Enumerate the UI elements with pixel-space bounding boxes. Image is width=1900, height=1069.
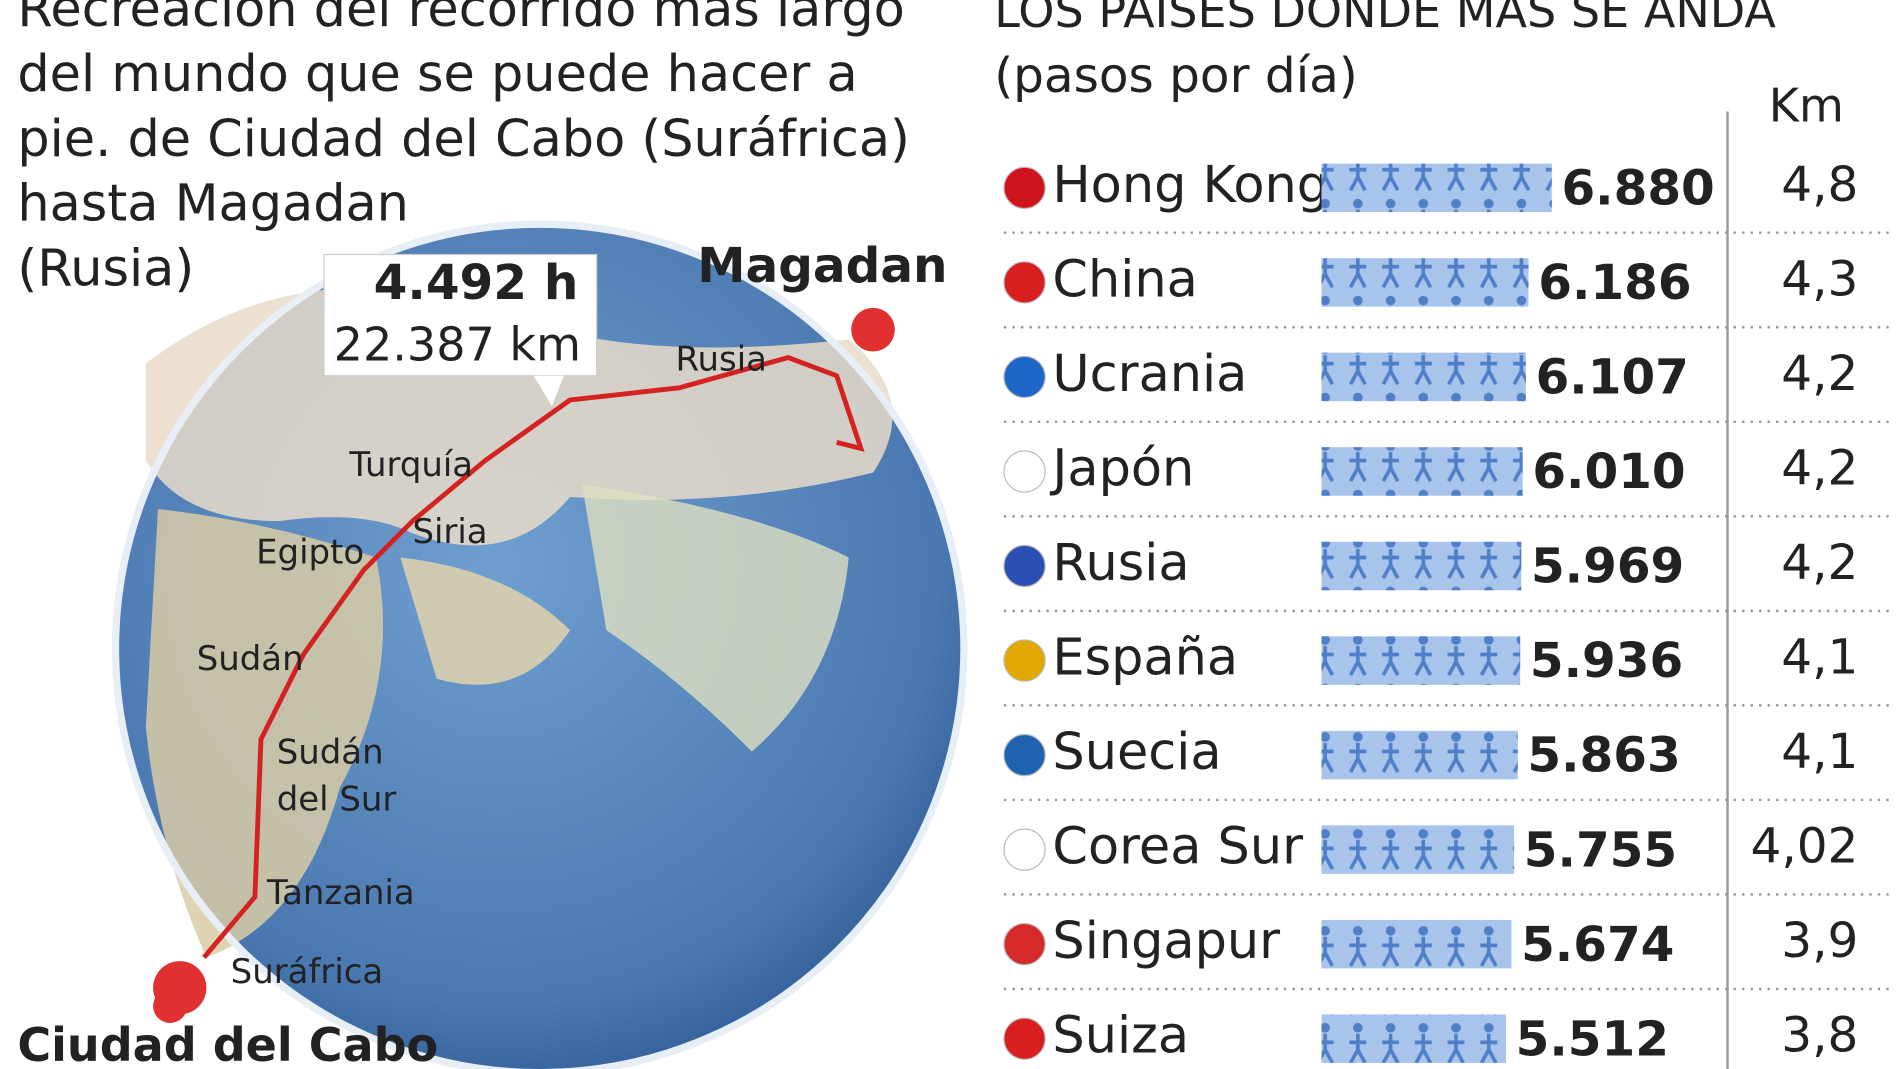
- title-line: hasta Magadan: [17, 175, 409, 234]
- km-value: 4,1: [1781, 724, 1858, 780]
- title-line: pie. de Ciudad del Cabo (Suráfrica): [17, 110, 910, 169]
- map-label: Sudán: [197, 640, 304, 679]
- bar-pictogram: [1321, 447, 1523, 496]
- title-line: (Rusia): [17, 239, 194, 298]
- map-label: Suráfrica: [231, 953, 384, 992]
- km-header: Km: [1769, 79, 1844, 133]
- value-label: 5.863: [1527, 728, 1680, 784]
- flag: [1003, 261, 1046, 304]
- bar-pictogram: [1321, 636, 1521, 685]
- flag: [1003, 733, 1046, 777]
- flag: [1003, 355, 1046, 399]
- km-value: 3,9: [1781, 913, 1858, 969]
- bar-pictogram: [1321, 541, 1522, 591]
- title-line: del mundo que se puede hacer a: [17, 45, 857, 104]
- route: [202, 354, 865, 960]
- km-value: 4,2: [1781, 346, 1858, 402]
- flag: [1003, 922, 1046, 966]
- value-label: 5.674: [1521, 917, 1674, 973]
- flag: [1003, 166, 1046, 210]
- bar-pictogram: [1321, 163, 1552, 213]
- value-label: 6.880: [1561, 160, 1714, 216]
- country-label: Suiza: [1052, 1007, 1189, 1066]
- map-label: Ciudad del Cabo: [17, 1018, 438, 1069]
- flag: [1003, 639, 1046, 682]
- flag: [1003, 828, 1046, 871]
- map-label: Magadan: [697, 238, 947, 294]
- value-label: 5.755: [1524, 822, 1677, 878]
- map-label: Turquía: [348, 446, 473, 485]
- chart-subtitle: (pasos por día): [994, 48, 1358, 104]
- pins: [153, 307, 895, 1023]
- value-label: 6.010: [1532, 444, 1685, 500]
- country-label: Singapur: [1052, 912, 1280, 971]
- bar-pictogram: [1321, 1014, 1506, 1063]
- flag: [1003, 450, 1046, 493]
- callout-hours: 4.492 h: [374, 255, 579, 311]
- country-label: Japón: [1049, 439, 1194, 498]
- value-label: 6.186: [1538, 255, 1691, 311]
- map-label: del Sur: [277, 781, 397, 820]
- km-value: 4,2: [1781, 535, 1858, 591]
- callout: [323, 253, 598, 407]
- value-label: 6.107: [1536, 350, 1689, 406]
- km-value: 4,02: [1750, 819, 1858, 875]
- km-value: 4,1: [1781, 630, 1858, 686]
- chart-title: LOS PAÍSES DONDE MÁS SE ANDA: [994, 0, 1776, 38]
- bar-pictogram: [1321, 730, 1518, 780]
- country-label: Suecia: [1052, 723, 1221, 782]
- country-label: Rusia: [1052, 534, 1189, 593]
- km-value: 4,8: [1781, 157, 1858, 213]
- km-value: 3,8: [1781, 1008, 1858, 1064]
- map-label: Sudán: [277, 733, 384, 772]
- bar-pictogram: [1321, 352, 1526, 402]
- km-value: 4,3: [1781, 251, 1858, 307]
- value-label: 5.969: [1531, 539, 1684, 595]
- map-label: Egipto: [256, 533, 364, 572]
- value-label: 5.512: [1516, 1011, 1669, 1067]
- map-label: Siria: [412, 513, 487, 552]
- country-label: Corea Sur: [1052, 818, 1303, 877]
- bar-pictogram: [1321, 258, 1529, 307]
- title-line: Recreación del recorrido más largo: [17, 0, 904, 39]
- km-value: 4,2: [1781, 440, 1858, 496]
- country-label: China: [1052, 250, 1197, 309]
- callout-distance: 22.387 km: [334, 317, 581, 371]
- flag: [1003, 1017, 1046, 1060]
- country-label: Hong Kong: [1052, 156, 1329, 215]
- bar-pictogram: [1321, 825, 1515, 874]
- value-label: 5.936: [1530, 633, 1683, 689]
- map-label: Tanzania: [266, 874, 415, 913]
- country-label: Ucrania: [1052, 345, 1247, 404]
- country-label: España: [1052, 629, 1238, 688]
- bar-pictogram: [1321, 919, 1512, 969]
- flag: [1003, 544, 1046, 588]
- map-label: Rusia: [675, 341, 766, 380]
